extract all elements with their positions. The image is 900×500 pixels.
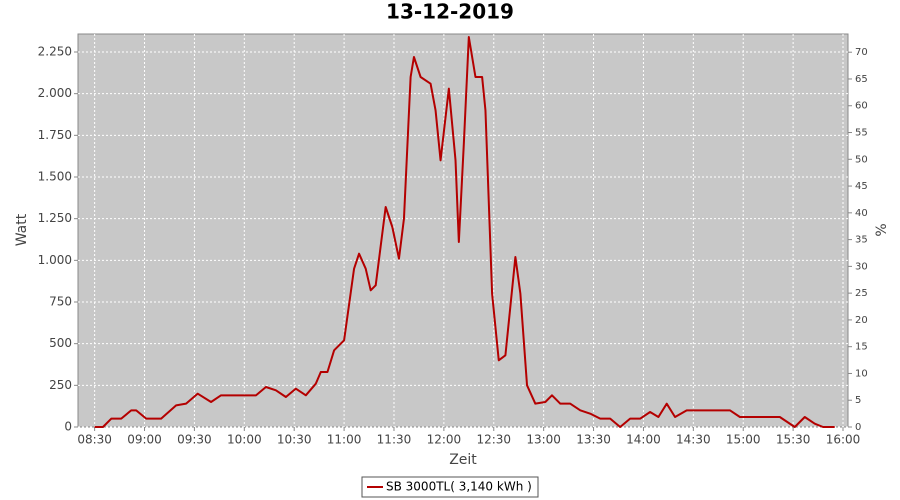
x-tick-label: 12:00 xyxy=(427,433,462,447)
y2-tick-label: 35 xyxy=(855,235,868,246)
x-tick-label: 09:30 xyxy=(177,433,212,447)
x-tick-label: 16:00 xyxy=(826,433,861,447)
y2-tick-label: 10 xyxy=(855,368,868,379)
legend xyxy=(361,476,539,498)
y2-tick-label: 0 xyxy=(855,422,861,433)
y2-tick-label: 30 xyxy=(855,261,868,272)
x-axis-label: Zeit xyxy=(449,452,477,468)
y2-tick-label: 15 xyxy=(855,342,868,353)
y2-tick-label: 50 xyxy=(855,154,868,165)
y-tick-label: 1.000 xyxy=(38,253,72,267)
x-tick-label: 10:00 xyxy=(227,433,262,447)
x-tick-label: 14:30 xyxy=(676,433,711,447)
x-tick-label: 14:00 xyxy=(626,433,661,447)
y-axis-label: Watt xyxy=(14,213,30,246)
y2-tick-label: 65 xyxy=(855,74,868,85)
y2-tick-label: 45 xyxy=(855,181,868,192)
y-tick-label: 500 xyxy=(49,336,72,350)
y2-tick-label: 5 xyxy=(855,395,861,406)
y-tick-label: 0 xyxy=(64,420,72,434)
y-tick-label: 1.500 xyxy=(38,170,72,184)
x-tick-label: 11:00 xyxy=(327,433,362,447)
y2-tick-label: 55 xyxy=(855,128,868,139)
y2-tick-label: 70 xyxy=(855,47,868,58)
x-tick-label: 15:30 xyxy=(776,433,811,447)
y-tick-label: 1.250 xyxy=(38,211,72,225)
x-tick-label: 11:30 xyxy=(377,433,412,447)
x-tick-label: 13:00 xyxy=(526,433,561,447)
y2-tick-label: 20 xyxy=(855,315,868,326)
y2-tick-label: 60 xyxy=(855,101,868,112)
y2-tick-label: 25 xyxy=(855,288,868,299)
x-tick-label: 12:30 xyxy=(476,433,511,447)
series-line xyxy=(94,36,835,428)
plot-area xyxy=(77,33,849,428)
y2-axis-label: % xyxy=(874,223,890,236)
x-tick-label: 10:30 xyxy=(277,433,312,447)
x-tick-label: 13:30 xyxy=(576,433,611,447)
legend-label: SB 3000TL( 3,140 kWh ) xyxy=(386,480,532,494)
chart-title: 13-12-2019 xyxy=(386,0,514,24)
y-tick-label: 250 xyxy=(49,378,72,392)
y-tick-label: 750 xyxy=(49,295,72,309)
x-tick-label: 15:00 xyxy=(726,433,761,447)
y-tick-label: 2.000 xyxy=(38,86,72,100)
x-tick-label: 09:00 xyxy=(127,433,162,447)
y-tick-label: 1.750 xyxy=(38,128,72,142)
y2-tick-label: 40 xyxy=(855,208,868,219)
x-tick-label: 08:30 xyxy=(77,433,112,447)
y-tick-label: 2.250 xyxy=(38,45,72,59)
